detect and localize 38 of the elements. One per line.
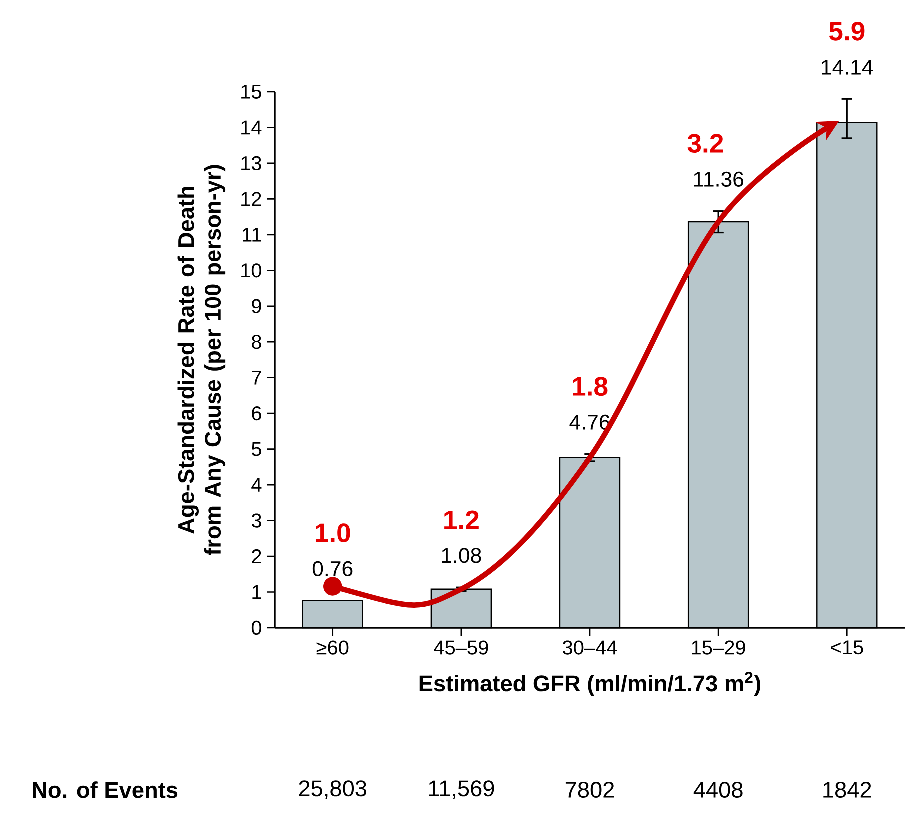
annotation: 1.2	[444, 510, 479, 530]
data-label: 0.76	[312, 561, 353, 576]
text: 25,803	[299, 780, 367, 800]
annotation: 1.0	[316, 524, 350, 543]
y-tick-label: 4	[252, 478, 262, 492]
x-tick-label: <15	[831, 640, 864, 655]
text: 7802	[566, 782, 614, 798]
data-label: 11.36	[694, 172, 744, 187]
y-axis-title: Age-Standardized Rate of Death from Any Cause (per 100 person-yr)	[178, 165, 226, 556]
y-tick-label: 9	[252, 299, 262, 314]
y-tick-label: 0	[252, 620, 262, 636]
data-label: 1.08	[442, 548, 482, 564]
y-tick-label: 6	[252, 406, 262, 421]
text: 5.9	[829, 22, 865, 41]
y-tick-label: 13	[242, 156, 262, 171]
y-tick-label: 1	[252, 585, 262, 600]
y-tick-label: 12	[242, 192, 262, 206]
x-tick-label: 15–29	[692, 640, 746, 655]
y-tick-label: 11	[243, 228, 262, 242]
y-tick-label: 10	[242, 264, 262, 278]
x-tick-label: ≥60	[316, 640, 349, 655]
text: 11,569	[429, 780, 494, 800]
text: No. of Events	[33, 782, 178, 798]
x-axis-title: Estimated GFR (ml/min/1.73 m$^{2}$)	[420, 672, 760, 696]
y-tick-label: 15	[242, 85, 262, 99]
text: 1842	[824, 782, 872, 798]
y-tick-label: 7	[252, 370, 262, 385]
x-tick-label: 45–59	[434, 640, 488, 655]
y-tick-label: 2	[252, 550, 262, 564]
y-tick-label: 3	[252, 514, 262, 528]
text: 4408	[694, 782, 743, 798]
annotation: 3.2	[688, 134, 724, 154]
x-tick-label: 30–44	[562, 640, 618, 655]
annotation: 1.8	[573, 377, 608, 396]
y-tick-label: 5	[252, 442, 262, 456]
data-label: 14.14	[822, 60, 874, 75]
y-tick-label: 8	[252, 335, 262, 350]
y-tick-label: 14	[242, 120, 262, 135]
